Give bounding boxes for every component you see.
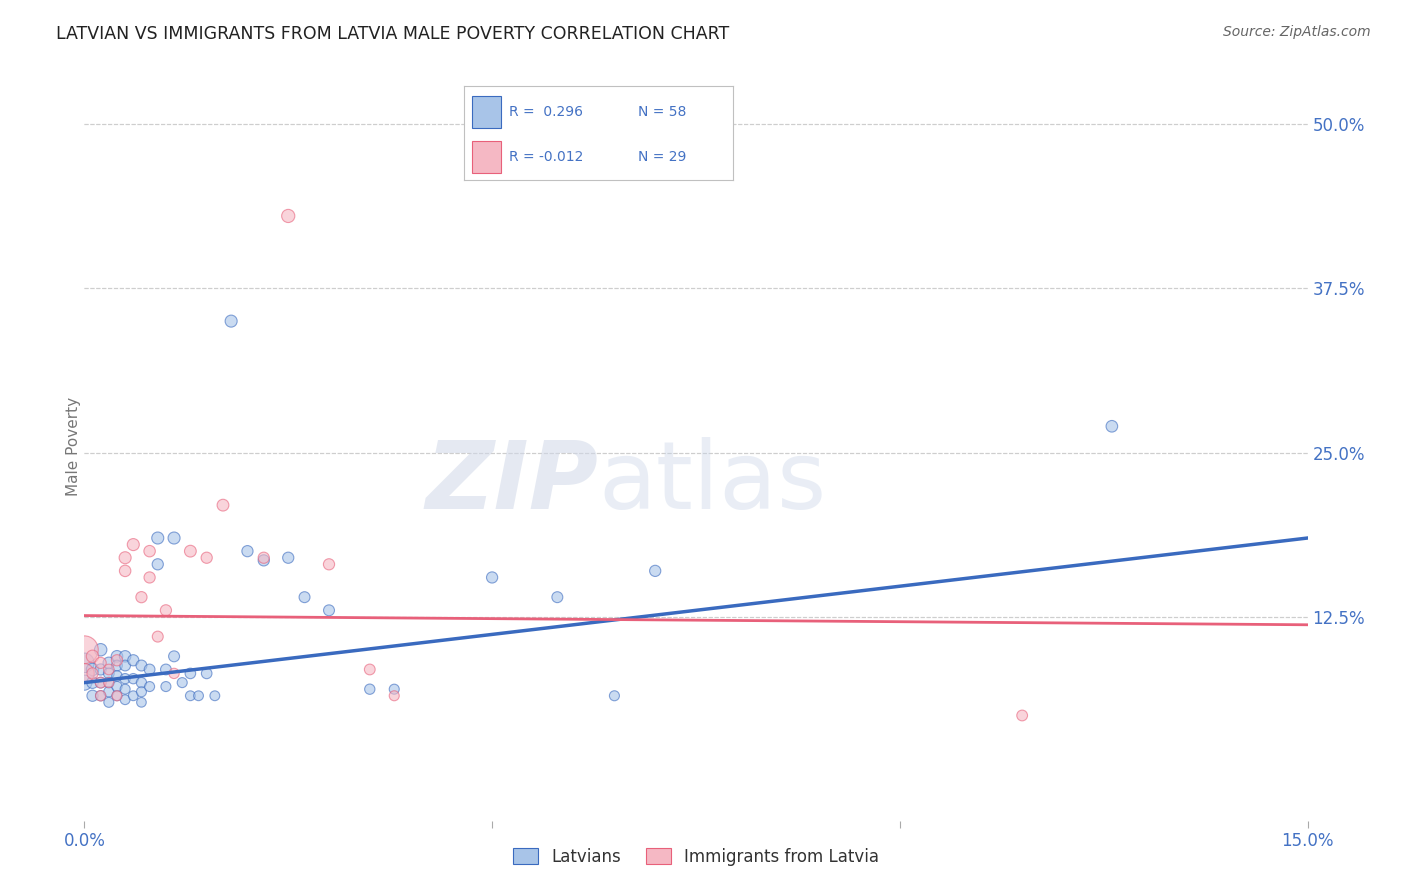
- Point: [97, 663, 120, 677]
- Point: [131, 590, 153, 604]
- Point: [73, 675, 96, 690]
- Point: [114, 564, 136, 578]
- Point: [155, 663, 177, 677]
- Y-axis label: Male Poverty: Male Poverty: [66, 396, 80, 496]
- Point: [179, 544, 201, 558]
- Point: [359, 663, 381, 677]
- Point: [105, 653, 128, 667]
- Point: [90, 642, 112, 657]
- Point: [97, 666, 120, 681]
- Point: [219, 314, 242, 328]
- Point: [131, 675, 153, 690]
- Point: [82, 689, 104, 703]
- Point: [131, 695, 153, 709]
- Point: [318, 558, 340, 572]
- Point: [146, 558, 169, 572]
- Point: [122, 653, 145, 667]
- Point: [82, 675, 104, 690]
- Point: [138, 680, 160, 694]
- Point: [253, 553, 276, 567]
- Point: [138, 544, 160, 558]
- Point: [359, 682, 381, 697]
- Point: [382, 682, 405, 697]
- Point: [204, 689, 226, 703]
- Point: [114, 550, 136, 565]
- Point: [163, 531, 186, 545]
- Point: [146, 630, 169, 644]
- Point: [163, 666, 186, 681]
- Point: [97, 675, 120, 690]
- Point: [82, 663, 104, 677]
- Point: [172, 675, 194, 690]
- Point: [481, 570, 503, 584]
- Point: [73, 642, 96, 657]
- Point: [122, 689, 145, 703]
- Text: Source: ZipAtlas.com: Source: ZipAtlas.com: [1223, 25, 1371, 39]
- Point: [236, 544, 259, 558]
- Point: [155, 680, 177, 694]
- Point: [114, 692, 136, 706]
- Point: [253, 550, 276, 565]
- Point: [114, 682, 136, 697]
- Point: [114, 658, 136, 673]
- Point: [114, 672, 136, 686]
- Point: [187, 689, 209, 703]
- Point: [105, 649, 128, 664]
- Point: [163, 649, 186, 664]
- Point: [382, 689, 405, 703]
- Point: [131, 685, 153, 699]
- Point: [82, 649, 104, 664]
- Legend: Latvians, Immigrants from Latvia: Latvians, Immigrants from Latvia: [506, 841, 886, 872]
- Point: [97, 675, 120, 690]
- Point: [105, 680, 128, 694]
- Text: ZIP: ZIP: [425, 437, 598, 530]
- Point: [97, 656, 120, 670]
- Point: [1101, 419, 1123, 434]
- Point: [277, 209, 299, 223]
- Point: [114, 649, 136, 664]
- Point: [195, 666, 218, 681]
- Point: [90, 689, 112, 703]
- Point: [277, 550, 299, 565]
- Point: [318, 603, 340, 617]
- Point: [195, 550, 218, 565]
- Point: [90, 675, 112, 690]
- Point: [73, 666, 96, 681]
- Point: [179, 666, 201, 681]
- Point: [122, 672, 145, 686]
- Point: [546, 590, 568, 604]
- Point: [105, 689, 128, 703]
- Point: [179, 689, 201, 703]
- Point: [138, 570, 160, 584]
- Point: [122, 538, 145, 552]
- Point: [90, 675, 112, 690]
- Point: [105, 658, 128, 673]
- Point: [97, 695, 120, 709]
- Point: [155, 603, 177, 617]
- Point: [294, 590, 316, 604]
- Point: [97, 685, 120, 699]
- Text: atlas: atlas: [598, 437, 827, 530]
- Text: LATVIAN VS IMMIGRANTS FROM LATVIA MALE POVERTY CORRELATION CHART: LATVIAN VS IMMIGRANTS FROM LATVIA MALE P…: [56, 25, 730, 43]
- Point: [82, 666, 104, 681]
- Point: [105, 689, 128, 703]
- Point: [146, 531, 169, 545]
- Point: [1011, 708, 1033, 723]
- Point: [603, 689, 626, 703]
- Point: [90, 656, 112, 670]
- Point: [644, 564, 666, 578]
- Point: [90, 663, 112, 677]
- Point: [131, 658, 153, 673]
- Point: [73, 656, 96, 670]
- Point: [212, 498, 235, 512]
- Point: [90, 689, 112, 703]
- Point: [105, 669, 128, 683]
- Point: [138, 663, 160, 677]
